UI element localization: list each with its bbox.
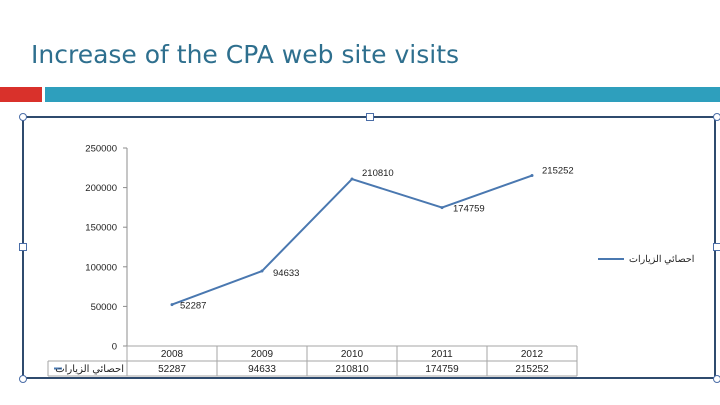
resize-handle-top-left[interactable] <box>19 113 27 121</box>
data-table: 2008 2009 2010 2011 2012 52287 94633 210810 1747… <box>47 345 578 377</box>
slide-title: Increase of the CPA web site visits <box>31 40 460 69</box>
x-category-label: 2008 <box>161 349 184 360</box>
y-tick-label: 200000 <box>85 183 117 194</box>
table-cell-value: 174759 <box>425 364 459 375</box>
data-labels: 52287 94633 210810 174759 215252 <box>180 166 574 312</box>
x-category-label: 2009 <box>251 349 274 360</box>
data-label: 215252 <box>542 166 574 177</box>
data-label: 174759 <box>453 204 485 215</box>
accent-bar-blue <box>45 87 720 102</box>
resize-handle-top-right[interactable] <box>713 113 720 121</box>
data-label: 94633 <box>273 268 299 279</box>
x-category-label: 2012 <box>521 349 544 360</box>
resize-handle-top-middle[interactable] <box>366 113 374 121</box>
table-cell-value: 52287 <box>158 364 186 375</box>
x-category-label: 2011 <box>431 349 453 360</box>
data-point <box>260 269 264 273</box>
data-point <box>530 174 534 178</box>
y-axis: 0 50000 100000 150000 200000 250000 <box>85 144 128 353</box>
table-cell-value: 94633 <box>248 364 276 375</box>
data-point <box>350 177 354 181</box>
data-point <box>170 303 174 307</box>
y-tick-label: 100000 <box>85 262 117 273</box>
resize-handle-bottom-right[interactable] <box>713 375 720 383</box>
data-label: 210810 <box>362 168 394 179</box>
y-tick-label: 250000 <box>85 144 117 155</box>
x-category-label: 2010 <box>341 349 364 360</box>
data-label: 52287 <box>180 301 206 312</box>
table-row-label: احصائي الزيارات <box>55 364 124 375</box>
accent-bar-red <box>0 87 42 102</box>
legend: احصائي الزيارات <box>598 254 694 265</box>
y-tick-label: 150000 <box>85 223 117 234</box>
table-cell-value: 210810 <box>335 364 369 375</box>
legend-label: احصائي الزيارات <box>629 254 694 265</box>
resize-handle-middle-left[interactable] <box>19 243 27 251</box>
resize-handle-bottom-left[interactable] <box>19 375 27 383</box>
resize-handle-middle-right[interactable] <box>713 243 720 251</box>
chart-series <box>170 174 534 307</box>
data-point <box>440 206 444 210</box>
y-tick-label: 50000 <box>91 302 117 313</box>
table-cell-value: 215252 <box>515 364 549 375</box>
y-tick-label: 0 <box>112 342 117 353</box>
series-line <box>171 174 533 306</box>
